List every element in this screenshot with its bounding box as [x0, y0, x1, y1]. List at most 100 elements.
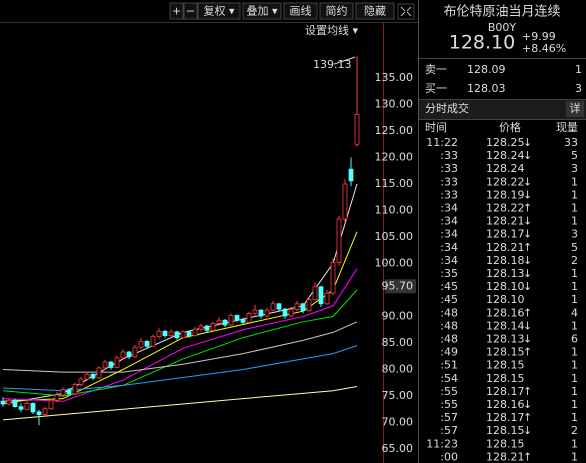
candle-body: [60, 389, 66, 396]
trade-price: 128.17: [486, 385, 525, 398]
detail-button-bg[interactable]: [566, 101, 584, 117]
book-price: 128.03: [467, 82, 506, 95]
ma-setting[interactable]: 设置均线 ▾: [305, 23, 358, 37]
candle-body: [6, 399, 12, 405]
trade-direction: ↓: [523, 333, 532, 346]
toolbar-button-bg[interactable]: [183, 2, 198, 20]
toolbar-button-bg[interactable]: [355, 2, 395, 20]
trade-volume: 1: [571, 450, 578, 463]
trade-direction: ↑: [523, 385, 532, 398]
y-tick-label: 115.00: [375, 177, 414, 190]
candle-body: [234, 315, 240, 321]
trade-price: 128.13: [486, 267, 525, 280]
column-header: 时间: [425, 121, 447, 134]
candle-body: [18, 406, 24, 410]
trade-price: 128.21: [486, 215, 525, 228]
candle-body: [204, 325, 210, 331]
candle-body: [192, 328, 198, 336]
trade-direction: ↓: [523, 215, 532, 228]
trade-time: :55: [440, 385, 458, 398]
trade-direction: ↓: [523, 398, 532, 411]
trade-time: :33: [440, 162, 458, 175]
toolbar-button-bg[interactable]: [169, 2, 184, 20]
toolbar-button[interactable]: +: [172, 5, 181, 18]
candle-body: [156, 330, 162, 338]
candle-body: [108, 361, 114, 368]
toolbar-button[interactable]: 简约: [326, 4, 348, 18]
toolbar-button-bg[interactable]: [283, 2, 318, 20]
trade-time: :48: [440, 306, 458, 319]
candle-body: [30, 403, 36, 413]
trade-time: :45: [440, 280, 458, 293]
trade-time: :33: [440, 149, 458, 162]
trade-direction: ↓: [523, 175, 532, 188]
candle-body: [222, 319, 228, 326]
price-change-pct: +8.46%: [522, 42, 566, 55]
trade-volume: 1: [571, 398, 578, 411]
toolbar-button[interactable]: −: [186, 5, 195, 18]
trade-volume: 5: [571, 149, 578, 162]
trade-time: :34: [440, 202, 458, 215]
candle-body: [54, 394, 60, 401]
trade-volume: 1: [571, 280, 578, 293]
candle-body: [36, 411, 42, 415]
toolbar-button[interactable]: 隐藏: [364, 5, 386, 18]
trade-volume: 1: [571, 411, 578, 424]
trade-time: :48: [440, 319, 458, 332]
trade-volume: 2: [571, 424, 578, 437]
moving-average: [2, 385, 358, 421]
trade-volume: 3: [571, 162, 578, 175]
toolbar-button-bg[interactable]: [197, 2, 241, 20]
y-tick-label: 110.00: [375, 204, 414, 217]
trade-price: 128.18: [486, 254, 525, 267]
candle-body: [168, 331, 174, 336]
trade-price: 128.10: [486, 280, 525, 293]
trade-direction: ↓: [523, 280, 532, 293]
toolbar-button[interactable]: 画线: [290, 4, 312, 18]
candle-body: [24, 403, 30, 410]
toolbar-button-bg[interactable]: [319, 2, 354, 20]
candle-body: [210, 322, 216, 331]
candle-body: [270, 303, 276, 311]
trade-time: :34: [440, 215, 458, 228]
icon-frame[interactable]: [397, 3, 415, 20]
trade-price: 128.14: [486, 319, 525, 332]
detail-button[interactable]: 详: [570, 101, 581, 115]
trade-price: 128.15: [486, 359, 525, 372]
trade-volume: 1: [571, 202, 578, 215]
trade-time: 11:22: [426, 136, 458, 149]
trade-direction: ↑: [523, 450, 532, 463]
trade-volume: 1: [571, 359, 578, 372]
toolbar-button-bg[interactable]: [242, 2, 282, 20]
y-tick-label: 65.00: [382, 442, 414, 455]
y-tick-label: 80.00: [382, 363, 414, 376]
book-label: 买一: [425, 82, 447, 95]
trade-volume: 1: [571, 267, 578, 280]
candle-body: [306, 299, 312, 312]
toolbar-button[interactable]: 复权 ▾: [203, 4, 234, 18]
trade-direction: ↓: [523, 188, 532, 201]
trade-direction: ↓: [523, 228, 532, 241]
fullscreen-icon[interactable]: [397, 3, 415, 20]
trade-time: :34: [440, 241, 458, 254]
toolbar-button[interactable]: 叠加 ▾: [246, 5, 277, 18]
trade-price: 128.24: [486, 162, 525, 175]
candle-body: [78, 378, 84, 385]
trade-price: 128.15: [486, 372, 525, 385]
trade-volume: 6: [571, 333, 578, 346]
column-header: 价格: [499, 120, 521, 134]
y-tick-label: 105.00: [375, 230, 414, 243]
candle-body: [198, 325, 204, 330]
trade-price: 128.24: [486, 149, 525, 162]
trade-price: 128.15: [486, 346, 525, 359]
candle-body: [348, 168, 354, 182]
y-tick-label: 90.00: [382, 310, 414, 323]
trade-price: 128.21: [486, 241, 525, 254]
trade-direction: ↓: [523, 149, 532, 162]
candle-body: [66, 389, 72, 395]
candle-body: [342, 183, 348, 220]
icon-arrows[interactable]: [400, 6, 412, 17]
trade-price: 128.13: [486, 333, 525, 346]
y-tick-label: 70.00: [382, 416, 414, 429]
